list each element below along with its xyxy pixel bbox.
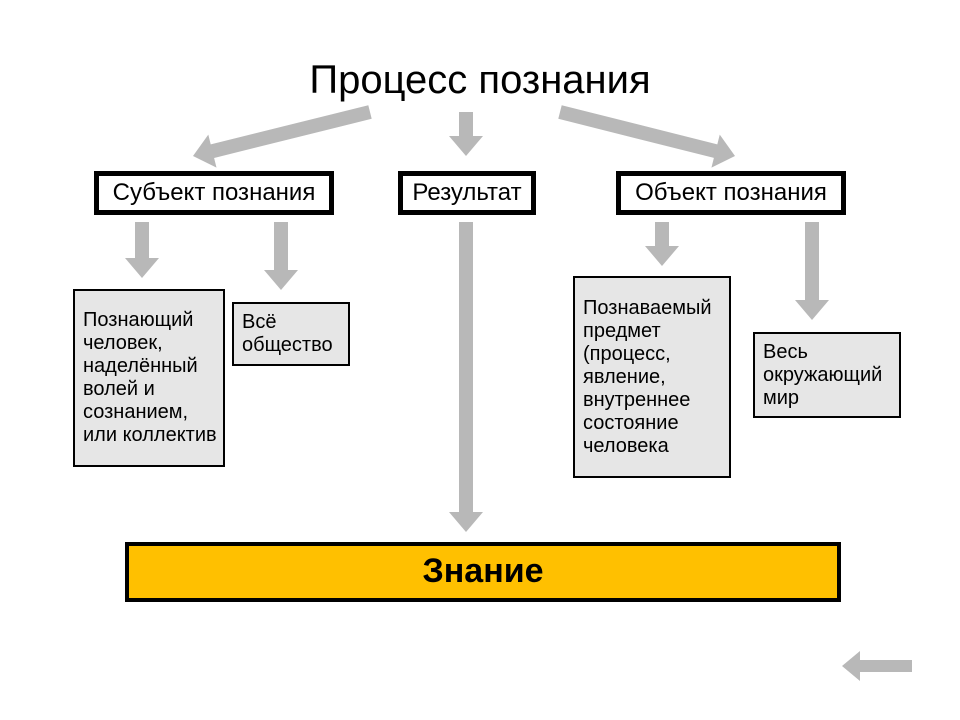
node-subject: Субъект познания	[94, 171, 334, 215]
node-object-detail2: Весь окружающий мир	[753, 332, 901, 418]
node-subject-label: Субъект познания	[113, 179, 316, 207]
node-knowledge-label: Знание	[422, 552, 543, 591]
node-subject-detail2-label: Всё общество	[242, 311, 342, 357]
node-subject-detail1: Познающий человек, наделённый волей и со…	[73, 289, 225, 467]
node-result: Результат	[398, 171, 536, 215]
node-result-label: Результат	[412, 179, 521, 207]
node-object-detail2-label: Весь окружающий мир	[763, 341, 893, 410]
node-subject-detail2: Всё общество	[232, 302, 350, 366]
diagram-title: Процесс познания	[0, 58, 960, 103]
node-knowledge: Знание	[125, 542, 841, 602]
node-object-detail1-label: Познаваемый предмет (процесс, явление, в…	[583, 297, 723, 458]
node-object-label: Объект познания	[635, 179, 827, 207]
node-object-detail1: Познаваемый предмет (процесс, явление, в…	[573, 276, 731, 478]
node-object: Объект познания	[616, 171, 846, 215]
node-subject-detail1-label: Познающий человек, наделённый волей и со…	[83, 309, 217, 447]
